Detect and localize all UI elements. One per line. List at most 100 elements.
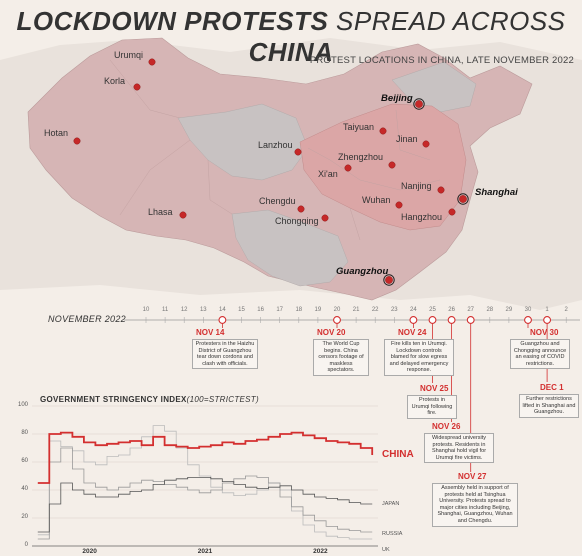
chart-title: GOVERNMENT STRINGENCY INDEX(100=STRICTES…: [40, 395, 259, 404]
city-label-wuhan: Wuhan: [362, 195, 391, 205]
lhasa-dot: [179, 211, 187, 219]
event-description: Further restrictions lifted in Shanghai …: [519, 394, 579, 418]
event-date: NOV 26: [432, 422, 461, 431]
series-line-china: [37, 431, 374, 484]
city-label-hangzhou: Hangzhou: [401, 212, 443, 222]
timeline-tick-label: 21: [352, 307, 360, 313]
city-label-chengdu: Chengdu: [259, 196, 296, 206]
timeline-tick-label: 19: [314, 307, 322, 313]
city-label-urumqi: Urumqi: [114, 50, 144, 60]
timeline-tick-label: 27: [467, 307, 475, 313]
timeline-tick-label: 15: [238, 307, 245, 313]
timeline: [124, 316, 580, 472]
event-marker: [333, 316, 341, 324]
city-label-beijing: Beijing: [381, 93, 413, 104]
city-label-korla: Korla: [104, 76, 126, 86]
city-label-jinan: Jinan: [396, 134, 418, 144]
event-date: NOV 27: [458, 472, 487, 481]
event-marker: [218, 316, 227, 324]
city-label-shanghai: Shanghai: [475, 187, 518, 198]
x-year-label: 2021: [197, 548, 213, 555]
korla-dot: [133, 83, 141, 91]
guangzhou-dot-ring: [383, 274, 395, 286]
event-marker: [524, 316, 532, 324]
chart-title-main: GOVERNMENT STRINGENCY INDEX: [40, 395, 187, 404]
city-label-lhasa: Lhasa: [148, 207, 173, 217]
series-line-japan: [37, 477, 373, 533]
event-date: NOV 30: [530, 328, 559, 337]
y-tick-label: 20: [21, 514, 28, 520]
guangzhou-dot: [385, 276, 393, 284]
y-tick-label: 80: [21, 430, 28, 436]
lanzhou-dot: [294, 148, 302, 156]
shanghai-dot: [459, 195, 467, 203]
timeline-tick-label: 24: [410, 307, 417, 313]
timeline-tick-label: 23: [390, 307, 398, 313]
timeline-tick-label: 22: [371, 307, 379, 313]
series-label-china: CHINA: [382, 449, 414, 460]
timeline-tick-label: 28: [486, 307, 494, 313]
jinan-dot: [422, 140, 430, 148]
event-description: Protests in Urumqi following fire.: [407, 395, 457, 419]
city-label-nanjing: Nanjing: [401, 181, 432, 191]
shanghai-dot-ring: [457, 193, 469, 205]
hangzhou-dot: [448, 208, 456, 216]
timeline-tick-label: 10: [142, 307, 150, 313]
x-year-label: 2022: [313, 548, 328, 555]
chart-title-note: (100=STRICTEST): [186, 395, 259, 404]
event-marker: [447, 316, 456, 324]
xi-an-dot: [344, 164, 352, 172]
beijing-dot: [415, 100, 423, 108]
series-label-japan: JAPAN: [382, 501, 400, 507]
timeline-tick-label: 18: [295, 307, 303, 313]
map-subtitle: PROTEST LOCATIONS IN CHINA, LATE NOVEMBE…: [309, 55, 574, 66]
nanjing-dot: [437, 186, 445, 194]
event-description: Assembly held in support of protests hel…: [432, 483, 518, 527]
timeline-tick-label: 11: [161, 307, 169, 313]
taiyuan-dot: [379, 127, 387, 135]
city-dots: [73, 58, 469, 286]
city-label-taiyuan: Taiyuan: [343, 122, 375, 132]
city-label-hotan: Hotan: [44, 128, 69, 138]
city-label-chongqing: Chongqing: [275, 216, 319, 226]
y-tick-label: 40: [21, 486, 28, 492]
event-date: NOV 24: [398, 328, 427, 337]
event-description: Guangzhou and Chongqing announce an easi…: [510, 339, 570, 370]
event-marker: [409, 316, 418, 324]
timeline-tick-label: 12: [180, 307, 188, 313]
series-line-russia: [37, 447, 373, 540]
timeline-tick-label: 1: [545, 307, 549, 313]
event-date: NOV 14: [196, 328, 225, 337]
stringency-chart: [32, 405, 378, 547]
urumqi-dot: [148, 58, 156, 66]
title-bold-part: LOCKDOWN PROTESTS: [16, 6, 329, 36]
wuhan-dot: [395, 201, 403, 209]
series-label-russia: RUSSIA: [382, 531, 403, 537]
series-label-uk: UK: [382, 547, 390, 553]
city-label-guangzhou: Guangzhou: [336, 266, 389, 277]
zhengzhou-dot: [388, 161, 396, 169]
chengdu-dot: [297, 205, 305, 213]
y-tick-label: 60: [21, 458, 28, 464]
grey-region-south: [231, 209, 349, 287]
timeline-tick-label: 20: [333, 307, 341, 313]
timeline-tick-label: 25: [429, 307, 436, 313]
event-marker: [466, 316, 475, 324]
x-year-label: 2020: [82, 548, 97, 555]
y-tick-label: 0: [24, 542, 28, 548]
event-marker: [428, 316, 437, 324]
city-label-xi-an: Xi'an: [318, 169, 338, 179]
event-date: NOV 20: [317, 328, 346, 337]
event-description: Protesters in the Haizhu District of Gua…: [192, 339, 258, 370]
event-description: Widespread university protests. Resident…: [424, 433, 494, 464]
hotan-dot: [73, 137, 81, 145]
title-bold-part-2: CHINA: [248, 37, 334, 67]
timeline-tick-label: 26: [448, 307, 455, 313]
page-title: LOCKDOWN PROTESTS SPREAD ACROSS CHINA: [0, 6, 582, 68]
event-description: The World Cup begins. China censors foot…: [313, 339, 369, 376]
event-date: NOV 25: [420, 384, 449, 393]
timeline-label: NOVEMBER 2022: [48, 314, 126, 324]
province-borders: [109, 59, 441, 241]
